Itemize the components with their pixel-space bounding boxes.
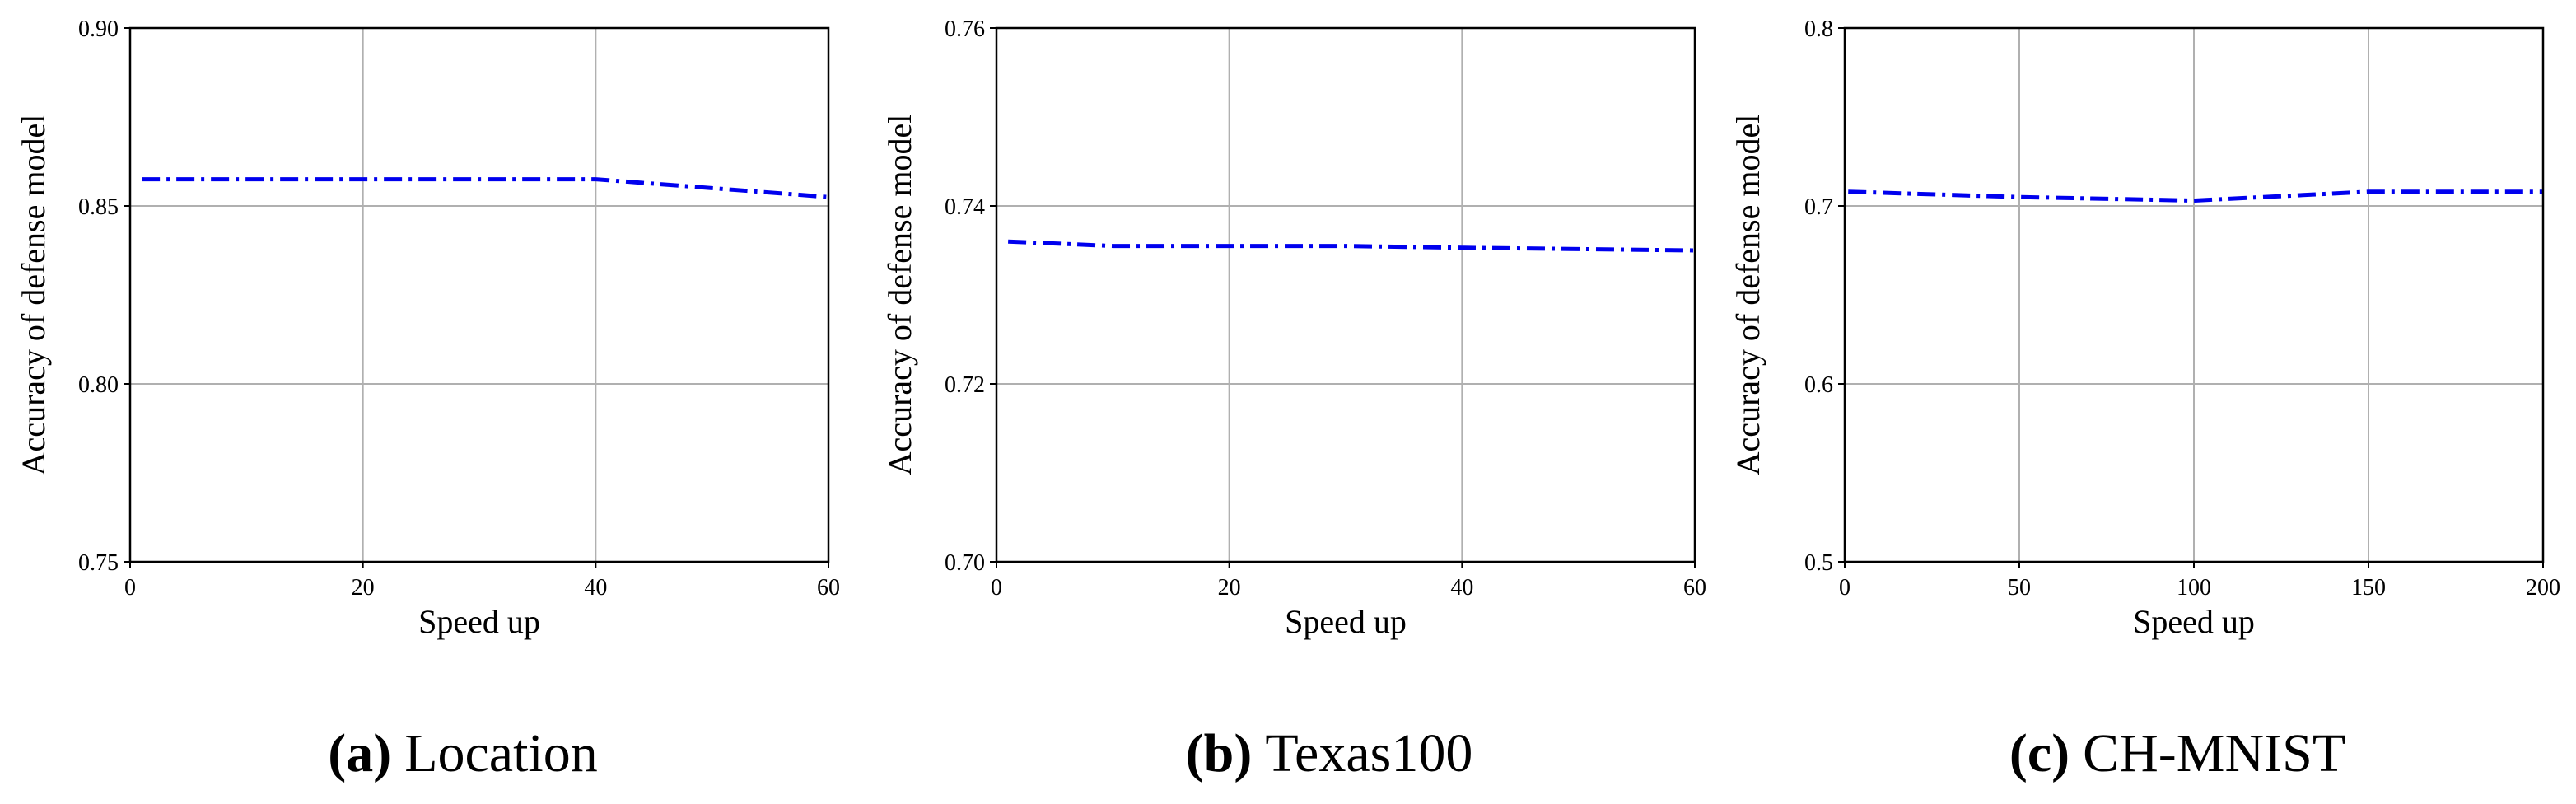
- x-tick-label: 40: [1450, 575, 1473, 601]
- plot-frame: [1843, 26, 2545, 563]
- data-line: [1008, 239, 1696, 253]
- x-tick-label: 100: [2177, 575, 2211, 601]
- x-tick-label: 150: [2351, 575, 2386, 601]
- y-axis-label: Accuracy of defense model: [881, 115, 918, 476]
- caption-label: (c): [2009, 723, 2070, 783]
- y-tick-label: 0.70: [945, 550, 985, 576]
- caption: (a) Location: [328, 723, 598, 783]
- y-tick-label: 0.74: [945, 194, 985, 220]
- x-axis-label: Speed up: [418, 603, 540, 640]
- x-axis-label: Speed up: [1285, 603, 1407, 640]
- y-tick-label: 0.90: [78, 16, 119, 42]
- y-tick-label: 0.6: [1804, 372, 1833, 398]
- caption-text: CH-MNIST: [2083, 723, 2345, 783]
- caption: (b) Texas100: [1186, 723, 1473, 783]
- y-tick-label: 0.72: [945, 372, 985, 398]
- x-tick-label: 0: [124, 575, 136, 601]
- chart: 0.75 0.80 0.85 0.90 0 20 40 60 Speed up Accuracy …: [15, 16, 840, 783]
- chart: 0.5 0.6 0.7 0.8 0 50 100 150 200 Speed up Accuracy…: [1729, 16, 2560, 783]
- x-axis-label: Speed up: [2133, 603, 2255, 640]
- y-tick-label: 0.7: [1804, 194, 1833, 220]
- y-tick-label: 0.8: [1804, 16, 1833, 42]
- y-tick-label: 0.85: [78, 194, 119, 220]
- data-line: [1848, 189, 2543, 203]
- x-tick-label: 50: [2008, 575, 2031, 601]
- y-axis-label: Accuracy of defense model: [15, 115, 52, 476]
- x-tick-label: 60: [817, 575, 840, 601]
- x-tick-label: 0: [991, 575, 1002, 601]
- plot-frame: [995, 26, 1696, 563]
- y-tick-label: 0.5: [1804, 550, 1833, 576]
- x-tick-label: 20: [352, 575, 375, 601]
- caption-text: Texas100: [1265, 723, 1472, 783]
- data-line: [142, 177, 829, 199]
- plot-frame: [128, 26, 830, 563]
- x-tick-label: 200: [2526, 575, 2560, 601]
- x-tick-label: 20: [1218, 575, 1241, 601]
- x-tick-label: 40: [584, 575, 607, 601]
- y-axis-label: Accuracy of defense model: [1729, 115, 1766, 476]
- chart: 0.70 0.72 0.74 0.76 0 20 40 60 Speed up Accuracy …: [881, 16, 1706, 783]
- x-tick-label: 0: [1839, 575, 1850, 601]
- caption: (c) CH-MNIST: [2009, 723, 2345, 783]
- x-tick-label: 60: [1683, 575, 1706, 601]
- y-tick-label: 0.80: [78, 372, 119, 398]
- y-tick-label: 0.75: [78, 550, 119, 576]
- caption-text: Location: [404, 723, 598, 783]
- caption-label: (b): [1186, 723, 1253, 783]
- y-tick-label: 0.76: [945, 16, 985, 42]
- caption-label: (a): [328, 723, 391, 783]
